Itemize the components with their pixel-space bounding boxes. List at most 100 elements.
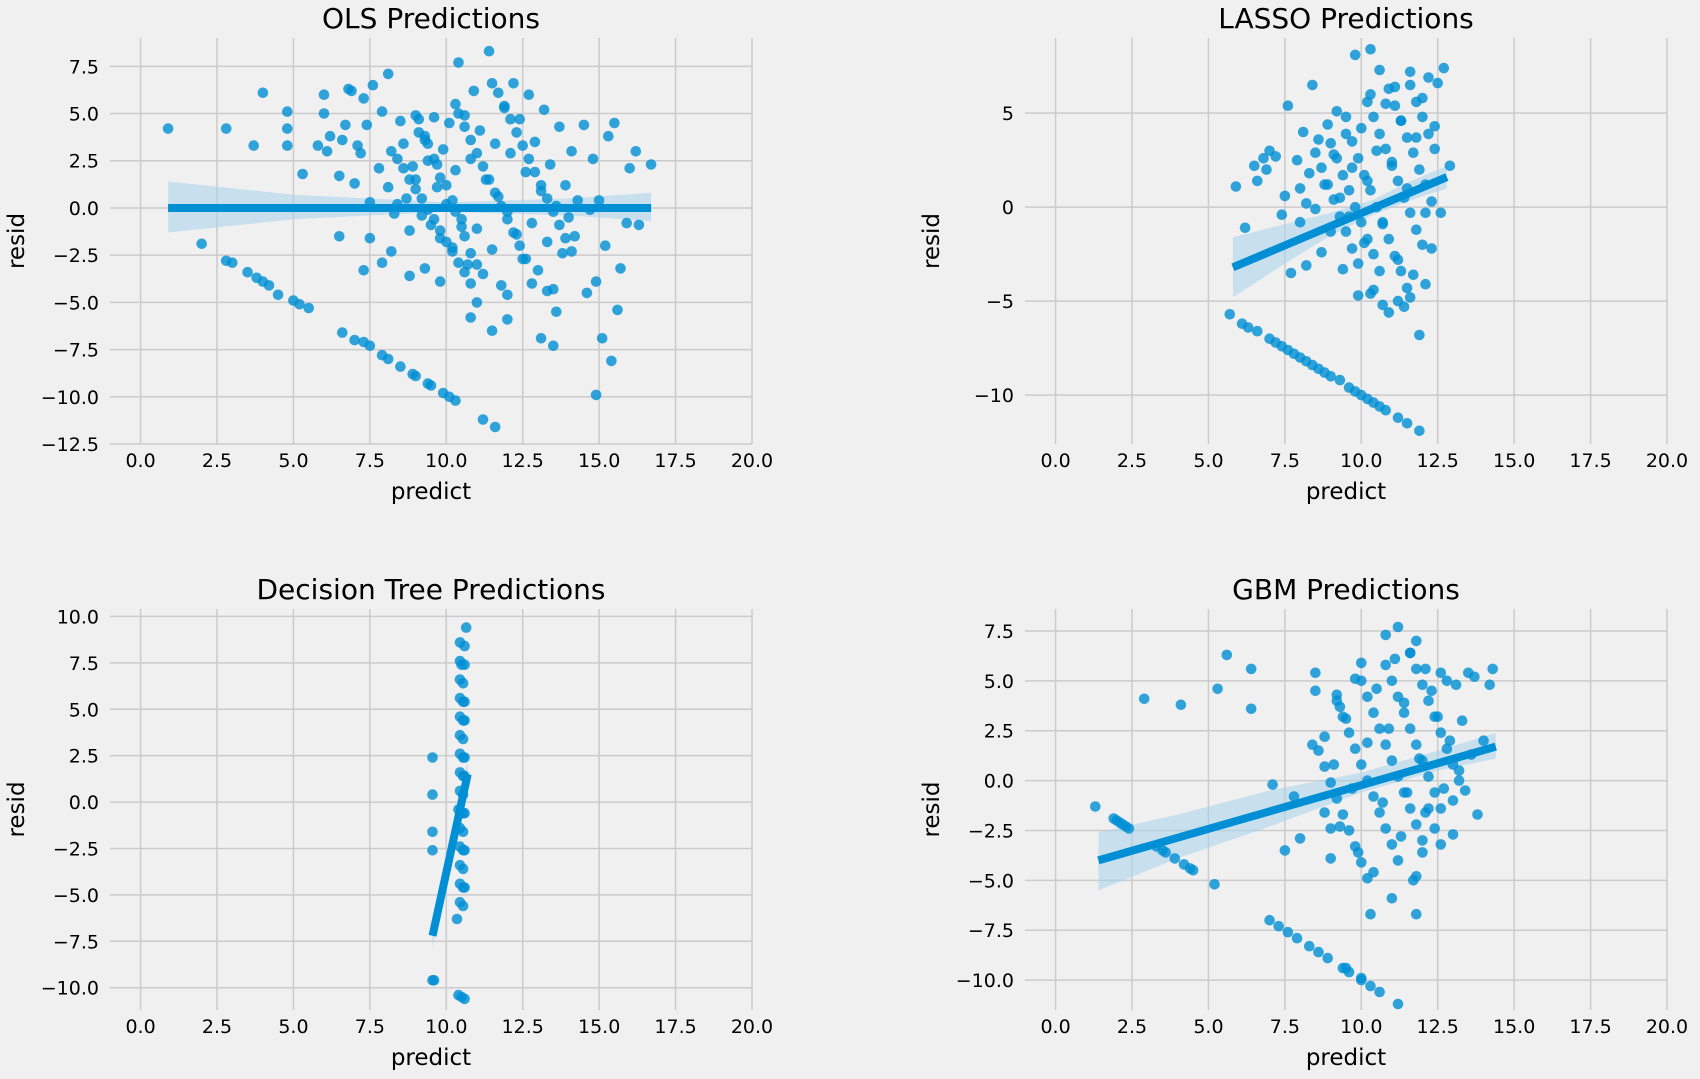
chart-2-y-tick-label: 5	[1002, 103, 1014, 125]
chart-2-data-point	[1313, 134, 1324, 145]
chart-4-data-point	[1310, 685, 1321, 697]
chart-4-confidence-band	[1098, 732, 1496, 891]
chart-1-data-point	[541, 236, 553, 248]
chart-1-data-point	[321, 146, 333, 157]
chart-4-data-point	[1411, 908, 1422, 920]
chart-4-data-point	[1444, 735, 1456, 746]
chart-2-data-point	[1258, 153, 1269, 164]
chart-1-data-point	[529, 166, 541, 178]
chart-4-data-point	[1294, 833, 1306, 844]
chart-4-data-point	[1304, 940, 1315, 952]
chart-1-data-point	[566, 146, 577, 157]
chart-1-data-point	[532, 265, 544, 276]
chart-1-data-point	[459, 121, 470, 133]
chart-1-data-point	[340, 119, 351, 131]
chart-4-data-point	[1356, 657, 1367, 669]
chart-3-data-point	[457, 678, 469, 689]
chart-4-data-point	[1429, 711, 1440, 722]
chart-1-data-point	[483, 45, 495, 57]
chart-3-x-axis-label: predict	[391, 1045, 471, 1071]
chart-1-x-tick-label: 0.0	[125, 450, 155, 472]
chart-2-y-tick-label: −5	[986, 291, 1014, 313]
chart-2-data-point	[1423, 128, 1434, 140]
chart-1-data-point	[162, 123, 174, 134]
chart-4-y-tick-label: −10.0	[956, 970, 1014, 992]
chart-1-data-point	[248, 140, 259, 151]
chart-1-data-point	[514, 240, 525, 251]
chart-2-data-point	[1356, 216, 1367, 228]
chart-2-data-point	[1420, 207, 1431, 219]
chart-1-title: OLS Predictions	[322, 2, 540, 35]
chart-3-x-tick-label: 7.5	[355, 1016, 385, 1038]
chart-2-data-point	[1386, 160, 1398, 172]
chart-1-data-point	[563, 212, 574, 223]
chart-1-data-point	[499, 100, 510, 112]
chart-1-data-point	[373, 163, 385, 174]
chart-1-data-point	[453, 57, 464, 68]
chart-2-data-point	[1368, 111, 1379, 123]
chart-3-data-point	[459, 993, 470, 1005]
chart-2-data-point	[1395, 265, 1407, 277]
chart-1-data-point	[367, 79, 379, 91]
chart-2-data-point	[1426, 243, 1437, 254]
chart-3-x-tick-label: 15.0	[578, 1016, 620, 1038]
chart-1-data-point	[612, 304, 623, 316]
chart-4-data-point	[1417, 679, 1428, 691]
chart-2-data-point	[1404, 207, 1416, 219]
chart-4-data-point	[1090, 801, 1101, 812]
chart-1-data-point	[596, 333, 608, 344]
chart-2-data-point	[1328, 194, 1340, 205]
chart-4-data-point	[1380, 823, 1391, 834]
chart-4-data-point	[1441, 675, 1453, 687]
chart-3-title: Decision Tree Predictions	[256, 573, 605, 606]
chart-4-data-point	[1337, 809, 1349, 820]
chart-4-data-point	[1420, 663, 1431, 675]
chart-4-x-tick-label: 7.5	[1270, 1016, 1300, 1038]
chart-1-data-point	[477, 161, 489, 172]
chart-1-data-point	[502, 214, 513, 225]
chart-4-data-point	[1365, 980, 1376, 992]
chart-1-data-point	[355, 147, 367, 159]
chart-1-data-point	[441, 236, 452, 248]
chart-2-data-point	[1282, 100, 1294, 111]
chart-2-data-point	[1301, 260, 1312, 271]
chart-1-y-tick-label: −2.5	[53, 245, 99, 267]
chart-4-data-point	[1411, 819, 1422, 830]
chart-3-y-axis-label: resid	[4, 781, 30, 837]
chart-1-data-point	[242, 266, 253, 278]
chart-1-data-point	[465, 134, 477, 146]
chart-1-x-tick-label: 17.5	[654, 450, 696, 472]
chart-1-x-tick-label: 15.0	[578, 450, 620, 472]
chart-1-data-point	[361, 119, 373, 131]
chart-1-data-point	[349, 178, 360, 189]
chart-2-data-point	[1380, 404, 1391, 416]
chart-1-data-point	[465, 312, 477, 323]
chart-2-data-point	[1389, 100, 1401, 111]
chart-4-data-point	[1447, 795, 1459, 806]
chart-1-data-point	[398, 163, 409, 174]
chart-1-data-point	[511, 127, 522, 138]
chart-2-x-tick-label: 5.0	[1193, 450, 1223, 472]
chart-2-data-point	[1411, 96, 1422, 108]
chart-2-data-point	[1356, 122, 1367, 134]
chart-1-data-point	[486, 325, 498, 337]
chart-1-data-point	[471, 223, 483, 234]
chart-4-data-point	[1374, 723, 1385, 734]
chart-2-data-point	[1395, 115, 1407, 126]
chart-1-data-point	[459, 266, 470, 278]
chart-1-data-point	[437, 144, 449, 155]
chart-4-data-point	[1389, 653, 1401, 665]
chart-2-data-point	[1401, 282, 1413, 294]
chart-4-x-tick-label: 10.0	[1340, 1016, 1382, 1038]
chart-2-regression-line	[1231, 173, 1449, 272]
chart-1-data-point	[257, 87, 269, 99]
chart-1-data-point	[581, 287, 593, 299]
chart-2-data-point	[1252, 325, 1263, 337]
chart-2-x-tick-label: 2.5	[1117, 450, 1147, 472]
chart-1-data-point	[413, 113, 425, 125]
chart-1-data-point	[508, 227, 519, 238]
chart-4-data-point	[1429, 823, 1440, 834]
chart-2-data-point	[1362, 233, 1373, 245]
chart-4-x-tick-label: 5.0	[1193, 1016, 1223, 1038]
